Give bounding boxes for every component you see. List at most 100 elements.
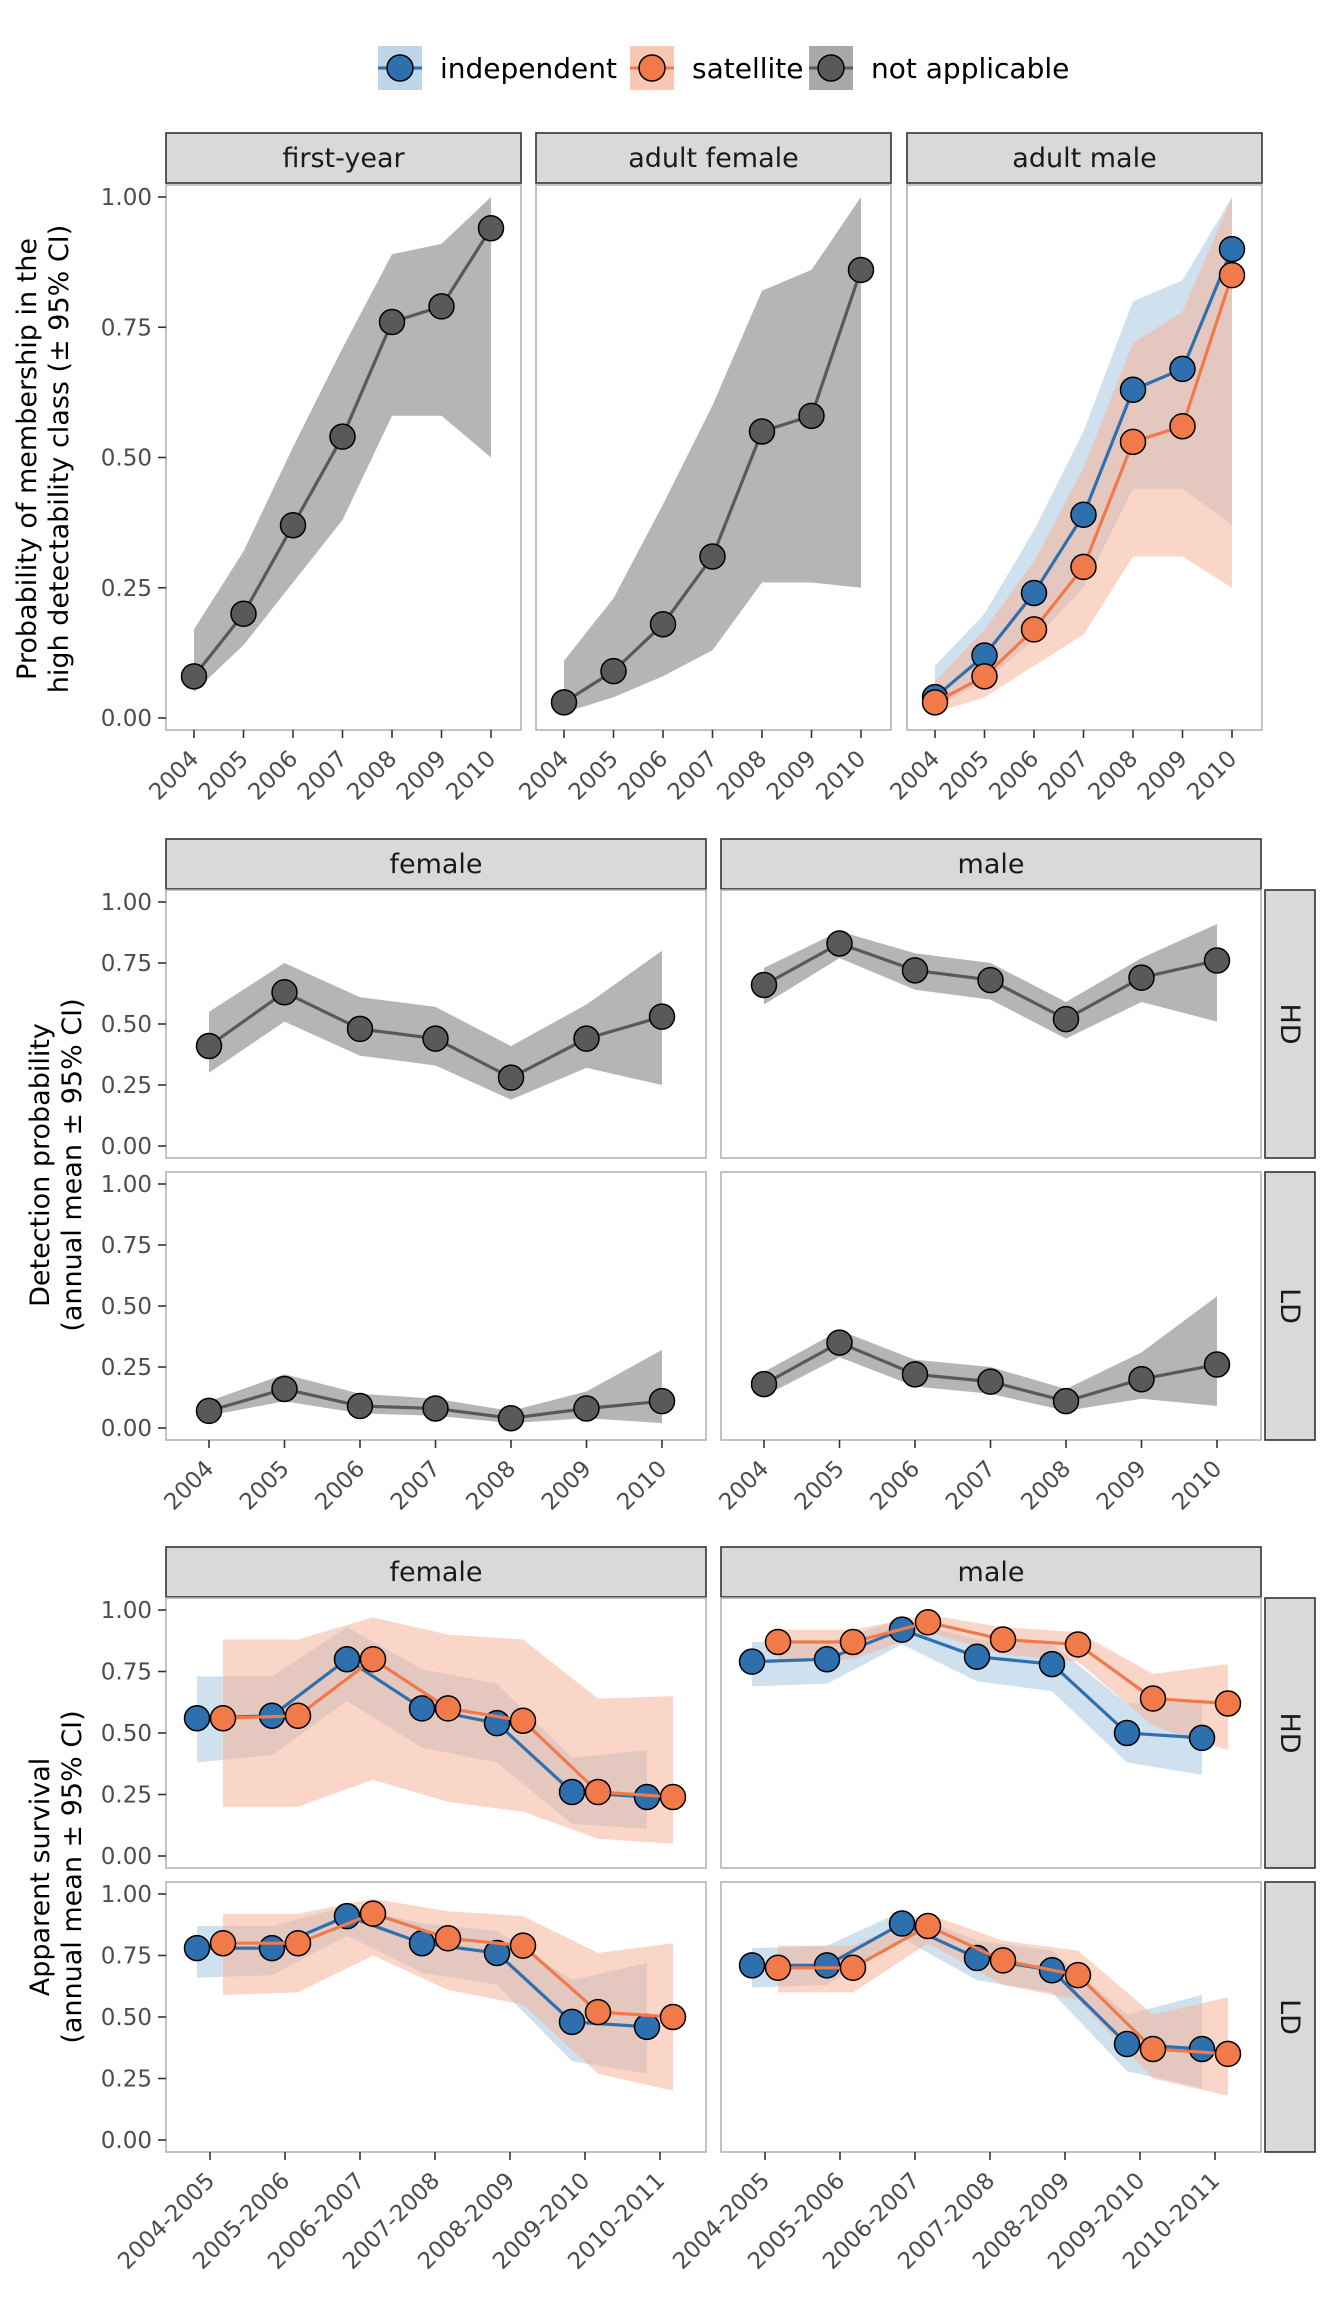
x-tick-label: 2009 [1133,746,1193,806]
data-point-not_applicable [798,402,825,430]
data-point-satellite [839,1954,867,1982]
y-axis-title: Probability of membership in the [12,238,43,680]
data-point-not_applicable [279,511,307,539]
y-tick-label: 0.00 [101,2128,152,2154]
data-point-satellite [209,1704,237,1732]
data-point-satellite [1214,1690,1242,1717]
x-tick-label: 2009 [537,1456,597,1516]
legend-label-satellite: satellite [692,52,804,85]
strip-LD-box [1264,1881,1316,2153]
data-point-not_applicable [649,610,677,638]
data-point-satellite [284,1702,312,1730]
data-point-independent [1188,1724,1216,1752]
panel-female-LD: 0.000.250.500.751.002004-20052005-200620… [101,1881,707,2275]
ci-band-satellite [223,1898,673,2091]
panel-first-year: first-year0.000.250.500.751.002004200520… [101,132,522,806]
data-point-satellite [921,689,949,716]
y-axis-title: Apparent survival [25,1758,56,1996]
data-point-not_applicable [1052,1387,1080,1415]
x-tick-label: 2006 [243,746,303,806]
y-tick-label: 1.00 [101,1882,152,1908]
data-point-independent [633,2013,661,2041]
y-tick-label: 1.00 [101,890,152,916]
panel-male-HD [720,889,1262,1159]
data-point-satellite [434,1925,462,1952]
data-point-satellite [509,1707,537,1734]
data-point-independent [813,1645,841,1673]
y-tick-label: 1.00 [101,1172,152,1198]
data-point-not_applicable [748,418,776,445]
data-point-independent [1020,579,1048,607]
y-tick-label: 0.25 [101,1783,152,1809]
data-point-independent [1113,2030,1141,2058]
y-axis-title-line2: (annual mean ± 95% CI) [57,998,88,1331]
data-point-not_applicable [977,966,1004,994]
x-tick-label: 2005 [235,1456,295,1516]
data-point-independent [558,2008,586,2036]
x-tick-label: 2006 [984,746,1044,806]
strip-male-label: male [958,849,1025,880]
x-tick-label: 2008 [461,1456,521,1516]
data-point-independent [333,1645,361,1673]
data-point-not_applicable [378,308,406,336]
data-point-independent [1038,1650,1066,1678]
data-point-independent [483,1939,511,1967]
x-tick-label: 2010 [1182,746,1242,806]
data-point-satellite [914,1609,942,1636]
data-point-not_applicable [230,600,257,628]
data-point-satellite [359,1900,387,1927]
data-point-independent [408,1929,436,1957]
data-point-not_applicable [180,663,208,690]
data-point-satellite [764,1954,792,1982]
data-point-not_applicable [271,979,298,1006]
data-point-not_applicable [497,1404,525,1432]
y-axis-title-line2: high detectability class (± 95% CI) [44,225,75,693]
data-point-independent [738,1952,766,1979]
y-tick-label: 0.00 [101,1134,152,1160]
data-point-not_applicable [826,1329,853,1356]
y-tick-label: 0.50 [101,2005,152,2031]
data-point-not_applicable [271,1375,298,1403]
data-point-satellite [1070,553,1097,581]
data-point-satellite [1139,1685,1167,1712]
legend-key-point-not_applicable [817,54,845,82]
y-tick-label: 0.25 [101,1073,152,1099]
strip-LD-label: LD [1274,1999,1305,2035]
data-point-not_applicable [648,1003,676,1030]
data-point-not_applicable [648,1387,676,1415]
strip-male-box [720,838,1262,890]
x-tick-label: 2008 [1016,1456,1076,1516]
data-point-independent [1119,376,1147,404]
strip-HD-box [1264,889,1316,1159]
panel-male-LD: 2004 2005 2006 2007 2008 2009 2010 [714,1171,1262,1516]
data-point-not_applicable [329,423,356,450]
data-point-independent [738,1648,766,1675]
panel-female-HD: 0.00 0.25 0.50 0.75 1.00 [101,1597,707,1870]
data-point-not_applicable [847,256,875,284]
data-point-independent [888,1910,916,1937]
data-point-independent [1070,501,1097,529]
y-axis-title-line2: (annual mean ± 95% CI) [57,1710,88,2043]
data-point-satellite [1064,1631,1092,1658]
x-tick-label: 2006 [613,746,673,806]
survival-chart: female maleHDLD0.000.250.500.751.000.000.… [25,1546,1316,2275]
strip-male-box [720,1546,1262,1598]
membership-chart: first-year0.000.250.500.751.002004200520… [12,132,1263,806]
data-point-satellite [839,1628,867,1656]
x-tick-label: 2009 [392,746,452,806]
panel-male-LD: 2004-20052005-20062006-20072007-20082008… [668,1881,1262,2275]
data-point-not_applicable [1052,1005,1080,1033]
y-tick-label: 0.75 [101,1660,152,1686]
y-axis-title: Detection probability [25,1023,56,1307]
x-tick-label: 2010 [811,746,871,806]
x-tick-label: 2007 [1034,746,1094,806]
data-point-not_applicable [428,293,455,320]
data-point-satellite [509,1932,537,1959]
data-point-satellite [659,2003,687,2031]
data-point-satellite [1214,2040,1242,2068]
y-tick-label: 0.50 [101,1721,152,1747]
data-point-not_applicable [1203,1351,1231,1378]
y-tick-label: 0.75 [101,1944,152,1970]
data-point-not_applicable [901,1361,929,1388]
